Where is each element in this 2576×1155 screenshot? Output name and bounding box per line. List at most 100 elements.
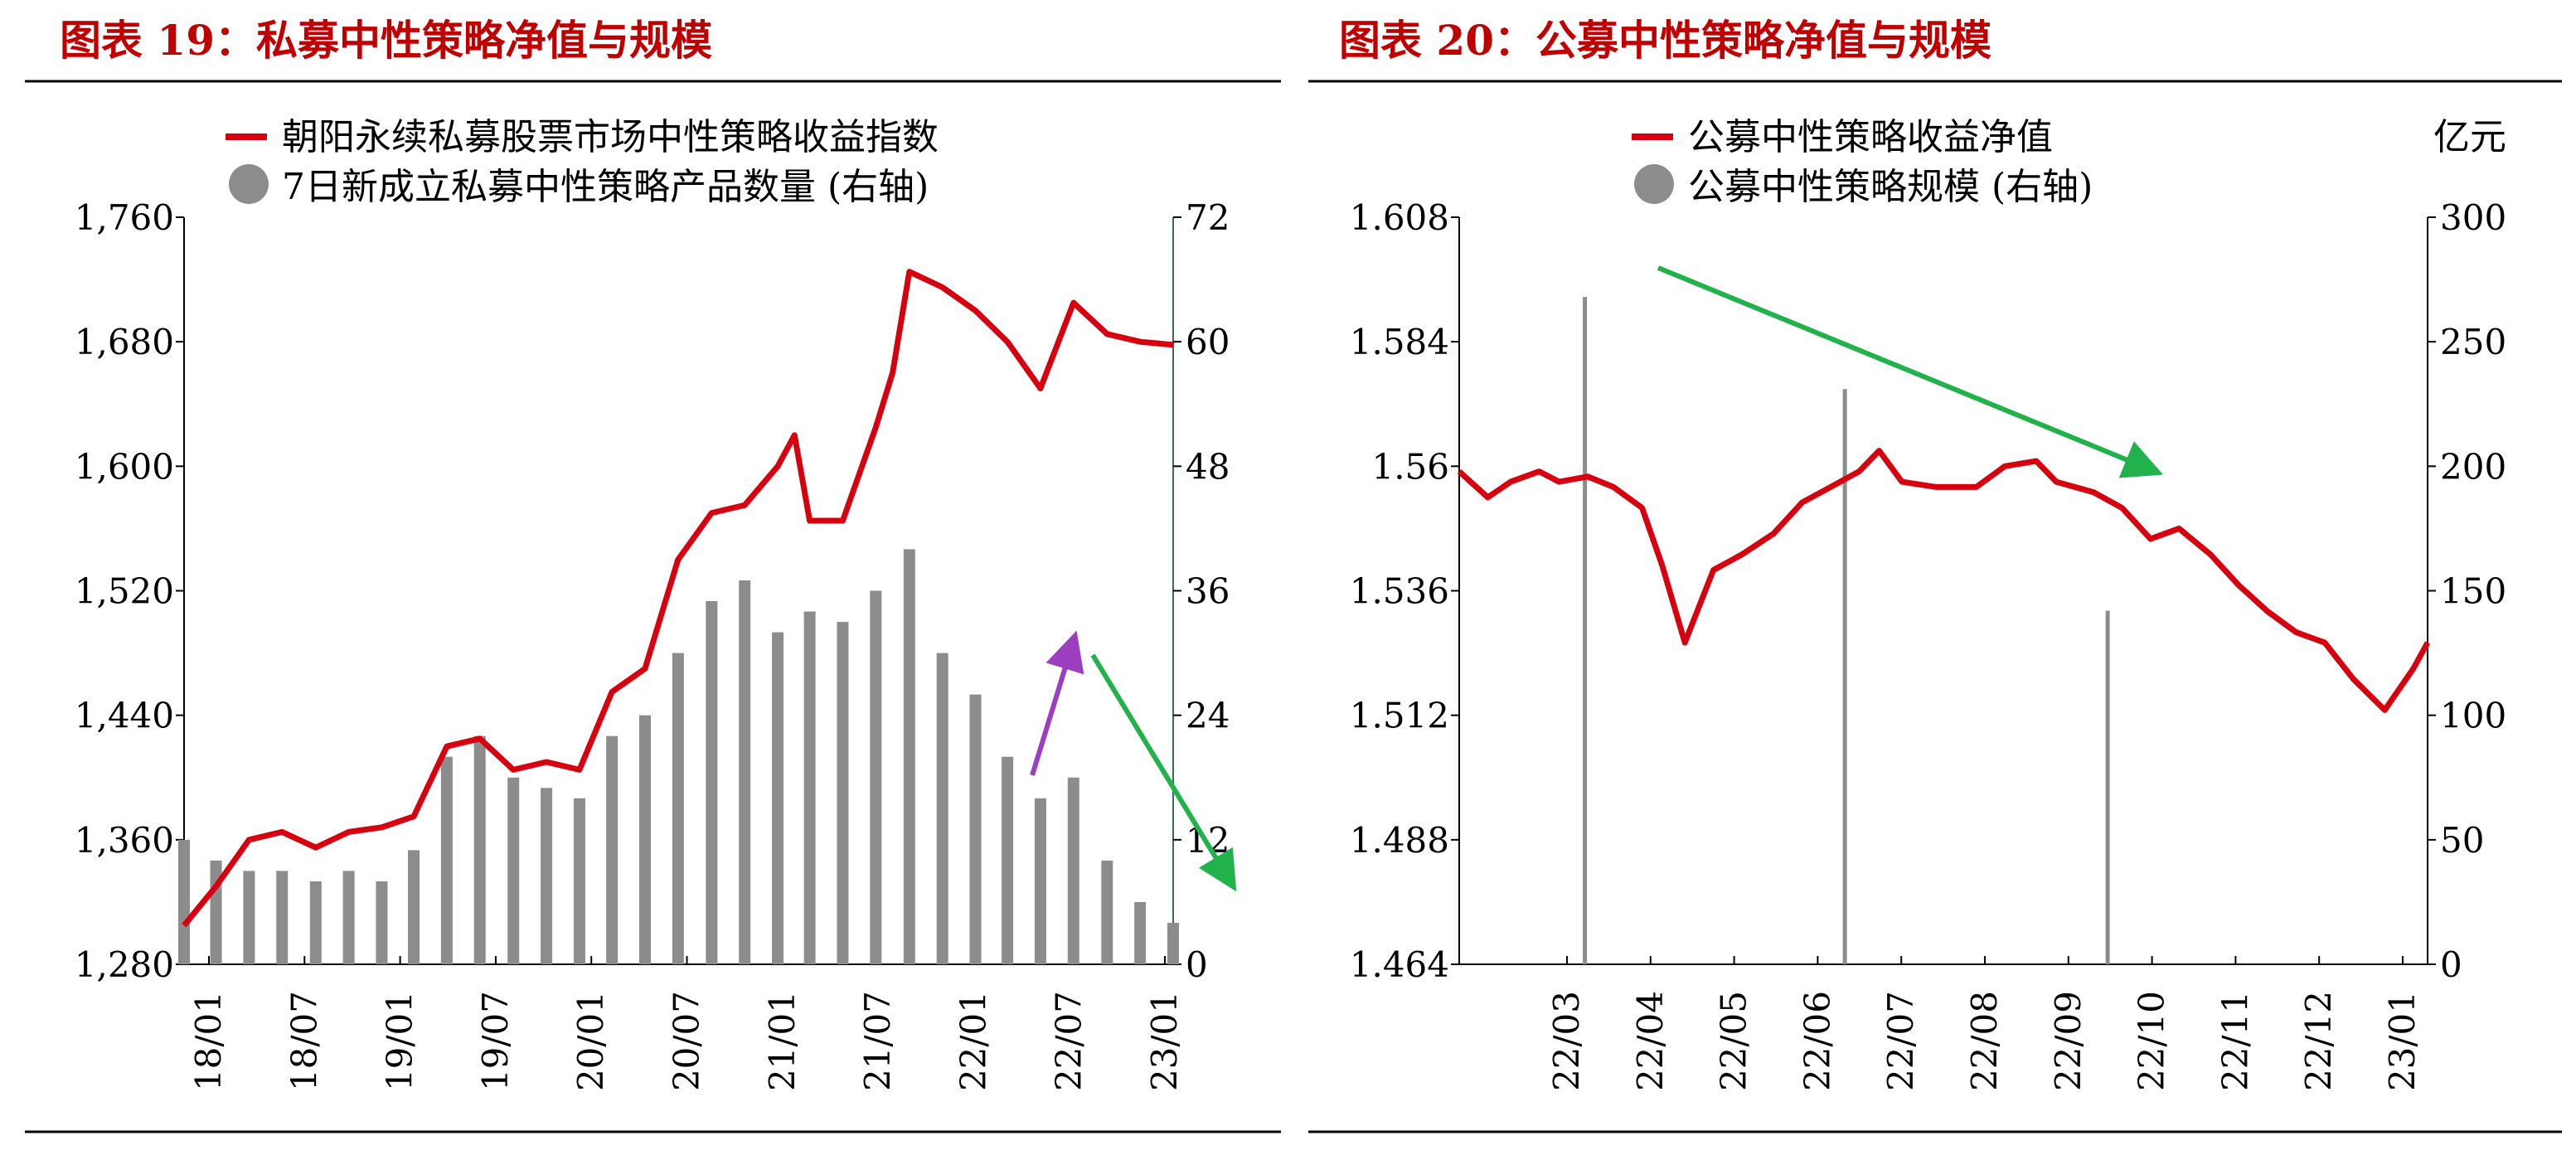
left-tick-label: 1,360: [75, 820, 174, 861]
right-tick-label: 150: [2440, 571, 2506, 612]
bar: [870, 590, 882, 964]
chart-20-nav-line: [1457, 448, 2431, 713]
bar: [408, 850, 420, 964]
x-tick-label: 22/06: [1797, 991, 1837, 1091]
right-tick-label: 50: [2440, 820, 2484, 861]
left-tick-label: 1.608: [1350, 197, 1449, 238]
bar: [1101, 860, 1113, 964]
bar: [706, 601, 718, 964]
chart-20-bars: [1583, 297, 2110, 965]
chart-19-left-tick-labels: 1,760 1,680 1,600 1,520 1,440 1,360 1,280: [75, 197, 184, 985]
bar: [1134, 901, 1147, 964]
bar: [936, 653, 948, 964]
bar: [969, 694, 982, 964]
left-tick-label: 1.56: [1371, 446, 1449, 487]
right-tick-label: 0: [1186, 944, 1208, 985]
right-tick-label: 36: [1186, 571, 1230, 612]
chart-19-right-tick-labels: 7260483624120: [1173, 197, 1230, 985]
x-tick-label: 22/09: [2048, 991, 2088, 1091]
left-tick-label: 1,520: [75, 571, 174, 612]
bar: [573, 798, 585, 964]
chart-19-green-arrow: [1090, 653, 1237, 892]
bar: [772, 632, 784, 964]
chart-19-purple-arrow: [1030, 630, 1084, 776]
bar: [507, 777, 520, 964]
bar: [1002, 756, 1014, 964]
left-tick-label: 1.584: [1350, 322, 1449, 362]
bar: [1067, 777, 1079, 964]
bar: [837, 622, 849, 964]
x-tick-label: 19/01: [380, 991, 420, 1091]
x-tick-label: 22/12: [2298, 991, 2339, 1091]
right-tick-label: 200: [2440, 446, 2506, 487]
bar: [1034, 798, 1046, 964]
left-tick-label: 1.512: [1350, 696, 1449, 736]
chart-19: 图表 19：私募中性策略净值与规模 朝阳永续私募股票市场中性策略收益指数 7日新…: [25, 16, 1281, 1133]
bar: [739, 580, 751, 964]
x-tick-label: 22/07: [1049, 991, 1089, 1091]
x-tick-label: 21/07: [857, 991, 898, 1091]
x-tick-label: 23/01: [2382, 991, 2423, 1091]
chart-20-x-tick-labels: 22/03 22/04 22/05 22/06 22/07 22/08 22/09 22/10…: [1546, 956, 2423, 1091]
left-tick-label: 1.536: [1350, 571, 1449, 612]
chart-19-legend-bar-label: 7日新成立私募中性策略产品数量 (右轴): [282, 166, 929, 208]
bar: [243, 871, 255, 964]
bar: [541, 788, 553, 964]
x-tick-label: 22/07: [1880, 991, 1921, 1091]
left-tick-label: 1,600: [75, 446, 174, 487]
left-tick-label: 1,440: [75, 696, 174, 736]
right-tick-label: 100: [2440, 696, 2506, 736]
x-tick-label: 22/01: [953, 991, 993, 1091]
chart-20: 图表 20：公募中性策略净值与规模 公募中性策略收益净值 公募中性策略规模 (右…: [1308, 16, 2562, 1133]
x-tick-label: 22/04: [1630, 991, 1671, 1091]
left-tick-label: 1,760: [75, 197, 174, 238]
x-tick-label: 23/01: [1144, 991, 1185, 1091]
bar: [1842, 389, 1847, 965]
chart-20-left-tick-labels: 1.608 1.584 1.56 1.536 1.512 1.488 1.464: [1350, 197, 1459, 985]
bar: [309, 881, 322, 964]
x-tick-label: 18/01: [188, 991, 229, 1091]
left-tick-label: 1.464: [1350, 944, 1449, 985]
right-tick-label: 48: [1186, 446, 1230, 487]
bar: [276, 871, 289, 964]
right-tick-label: 0: [2440, 944, 2462, 985]
chart-19-title: 图表 19：私募中性策略净值与规模: [60, 16, 712, 65]
right-tick-label: 24: [1186, 696, 1230, 736]
bar: [376, 881, 388, 964]
bar: [638, 715, 651, 964]
bar: [606, 735, 619, 964]
bar: [440, 756, 453, 964]
x-tick-label: 21/01: [762, 991, 803, 1091]
chart-19-x-tick-labels: 18/01 18/07 19/01 19/07 20/01 20/07 21/01 21/07…: [188, 956, 1185, 1091]
right-tick-label: 300: [2440, 197, 2506, 238]
chart-19-legend-bar-swatch: [229, 164, 269, 204]
left-tick-label: 1,280: [75, 944, 174, 985]
right-tick-label: 250: [2440, 322, 2506, 362]
x-tick-label: 22/08: [1964, 991, 2005, 1091]
bar: [903, 549, 915, 964]
bar: [178, 839, 190, 964]
bar: [1167, 922, 1179, 964]
bar: [342, 871, 355, 964]
bar: [672, 653, 684, 964]
bar: [2105, 610, 2110, 964]
chart-20-legend-line-label: 公募中性策略收益净值: [1688, 116, 2053, 158]
x-tick-label: 19/07: [475, 991, 516, 1091]
x-tick-label: 20/01: [570, 991, 611, 1091]
left-tick-label: 1.488: [1350, 820, 1449, 861]
chart-20-green-arrow: [1657, 265, 2164, 478]
chart-20-title: 图表 20：公募中性策略净值与规模: [1339, 16, 1991, 65]
right-tick-label: 72: [1186, 197, 1230, 238]
chart-20-right-tick-labels: 300 250 200 150 100 50 0: [2428, 197, 2506, 985]
x-tick-label: 22/10: [2132, 991, 2172, 1091]
x-tick-label: 22/03: [1546, 991, 1587, 1091]
bar: [803, 611, 816, 964]
x-tick-label: 18/07: [284, 991, 324, 1091]
chart-20-unit-label: 亿元: [2433, 116, 2506, 158]
chart-20-legend-bar-swatch: [1634, 164, 1674, 204]
chart-19-bars: [178, 549, 1179, 964]
chart-19-index-line: [182, 269, 1174, 928]
chart-19-legend-line-label: 朝阳永续私募股票市场中性策略收益指数: [282, 116, 939, 158]
right-tick-label: 60: [1186, 322, 1230, 362]
